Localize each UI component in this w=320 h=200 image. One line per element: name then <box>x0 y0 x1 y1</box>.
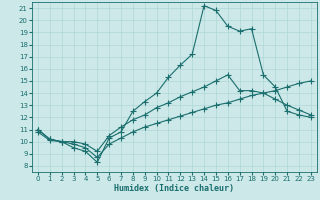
X-axis label: Humidex (Indice chaleur): Humidex (Indice chaleur) <box>115 184 234 193</box>
